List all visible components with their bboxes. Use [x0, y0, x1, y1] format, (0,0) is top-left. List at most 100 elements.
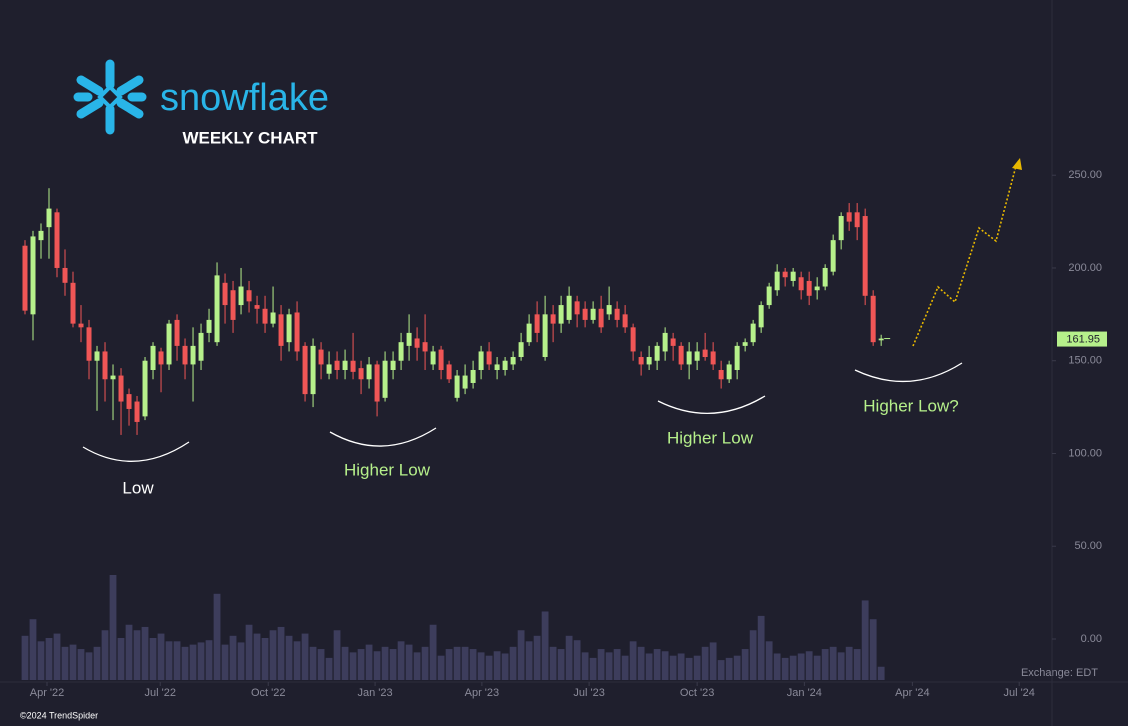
volume-bar	[37, 641, 45, 680]
candle-body	[798, 277, 804, 291]
volume-bar	[645, 653, 653, 680]
candle-body	[406, 332, 412, 346]
volume-bar	[877, 666, 885, 680]
candle-body	[558, 305, 564, 324]
volume-bar	[613, 649, 621, 680]
volume-bar	[869, 619, 877, 680]
candle-body	[302, 345, 308, 395]
candle-body	[310, 345, 316, 395]
volume-bar	[301, 633, 309, 680]
volume-bar	[845, 646, 853, 680]
volume-bar	[509, 646, 517, 680]
volume-bar	[229, 635, 237, 680]
volume-bar	[45, 638, 53, 680]
volume-bar	[533, 635, 541, 680]
projection	[912, 158, 1022, 347]
candle-body	[46, 208, 52, 228]
candle-body	[838, 216, 844, 241]
volume-bar	[653, 649, 661, 680]
candle-body	[118, 375, 124, 402]
volume-bar	[173, 641, 181, 680]
volume-bar	[21, 635, 29, 680]
volume-bar	[501, 653, 509, 680]
candle-body	[718, 370, 724, 380]
exchange: Exchange: EDT	[1021, 667, 1098, 679]
candle-body	[174, 319, 180, 346]
x-tick-label: Apr '24	[895, 687, 930, 699]
candle-body	[878, 338, 884, 341]
volume-bar	[549, 646, 557, 680]
volume-bar	[429, 624, 437, 680]
candle-body	[542, 314, 548, 358]
volume-bar	[101, 630, 109, 680]
volume-bar	[309, 646, 317, 680]
candle-body	[670, 338, 676, 346]
last-price-label: 161.95	[1066, 333, 1100, 345]
candle-body	[198, 332, 204, 361]
candle-body	[518, 342, 524, 358]
x-tick-label: Jan '24	[787, 687, 822, 699]
chart-title: WEEKLY CHART	[182, 128, 318, 147]
annotation: Higher Low	[667, 428, 754, 447]
x-tick-label: Jul '24	[1003, 687, 1034, 699]
annotation: Higher Low?	[863, 396, 958, 415]
candle-body	[694, 351, 700, 361]
volume-bar	[53, 633, 61, 680]
volume-bar	[77, 649, 85, 680]
candle-body	[574, 301, 580, 315]
candle-body	[502, 360, 508, 370]
y-tick-label: 250.00	[1068, 169, 1102, 181]
candle-body	[254, 305, 260, 309]
x-tick-label: Jul '23	[573, 687, 604, 699]
candle-body	[334, 360, 340, 370]
candle-body	[750, 323, 756, 343]
candle-body	[614, 308, 620, 320]
candle-body	[166, 323, 172, 365]
volume-bar	[421, 646, 429, 680]
candle-body	[102, 351, 108, 380]
volume-bar	[445, 649, 453, 680]
candle-body	[534, 314, 540, 333]
candle-body	[398, 342, 404, 361]
candle-body	[150, 345, 156, 370]
candle-body	[742, 342, 748, 346]
annotation: Low	[122, 478, 154, 497]
candle-body	[238, 286, 244, 306]
volume-bar	[493, 651, 501, 680]
candle-body	[374, 364, 380, 402]
candle-body	[766, 286, 772, 306]
volume-bar	[709, 642, 717, 680]
volume-bar	[701, 646, 709, 680]
x-tick-label: Oct '22	[251, 687, 286, 699]
candle-body	[662, 332, 668, 352]
candle-body	[782, 271, 788, 278]
candle-body	[814, 286, 820, 291]
candle-body	[446, 364, 452, 380]
volume-bar	[269, 630, 277, 680]
candle-body	[702, 349, 708, 358]
volume-bar	[781, 657, 789, 680]
candle-body	[262, 308, 268, 324]
volume-bar	[541, 611, 549, 680]
volume-bar	[725, 657, 733, 680]
volume-bar	[629, 641, 637, 680]
volume-bar	[333, 630, 341, 680]
candle-body	[734, 345, 740, 370]
candle-body	[62, 267, 68, 283]
candle-body	[422, 342, 428, 352]
volume-bar	[813, 655, 821, 680]
volume-bar	[165, 641, 173, 680]
candle-body	[222, 282, 228, 306]
candle-body	[510, 357, 516, 365]
volume-bar	[741, 649, 749, 680]
candle-body	[774, 271, 780, 291]
volume-bar	[405, 644, 413, 680]
volume-bar	[61, 646, 69, 680]
candle-body	[190, 345, 196, 365]
candle-body	[606, 305, 612, 315]
candle-body	[462, 375, 468, 389]
candle-body	[598, 308, 604, 328]
volume-bar	[773, 653, 781, 680]
candle-body	[430, 351, 436, 365]
candle-body	[390, 360, 396, 370]
